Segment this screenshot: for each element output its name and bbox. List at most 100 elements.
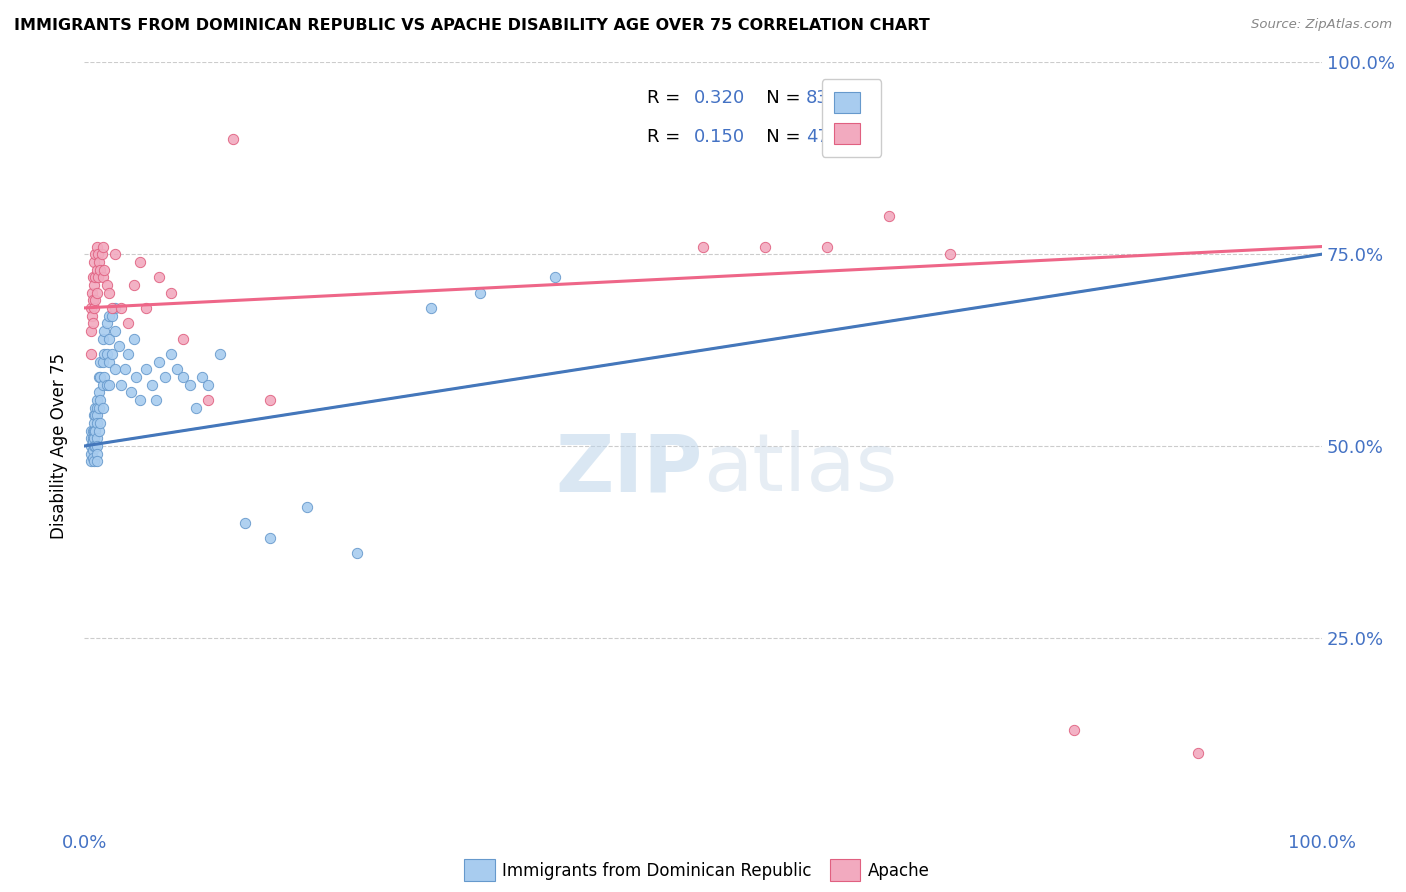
Point bbox=[91, 377, 114, 392]
Point bbox=[84, 293, 107, 308]
Point bbox=[145, 392, 167, 407]
Point bbox=[419, 301, 441, 315]
Point bbox=[179, 377, 201, 392]
Point bbox=[754, 239, 776, 253]
Point bbox=[172, 332, 194, 346]
Point bbox=[80, 309, 103, 323]
Point bbox=[110, 301, 132, 315]
Point bbox=[83, 431, 105, 445]
Point bbox=[86, 447, 108, 461]
Point bbox=[877, 209, 900, 223]
Point bbox=[295, 500, 318, 515]
Point bbox=[86, 392, 108, 407]
Point bbox=[91, 270, 114, 285]
Point bbox=[191, 370, 214, 384]
Point bbox=[89, 424, 111, 438]
Point bbox=[91, 239, 114, 253]
Point bbox=[89, 370, 111, 384]
Point bbox=[84, 439, 107, 453]
Point bbox=[692, 239, 714, 253]
Point bbox=[79, 347, 101, 361]
Point bbox=[82, 442, 104, 457]
Point bbox=[83, 301, 105, 315]
Point bbox=[104, 362, 127, 376]
Point bbox=[79, 301, 101, 315]
Point bbox=[91, 354, 114, 368]
Point bbox=[83, 277, 105, 292]
Point bbox=[148, 354, 170, 368]
Text: R =: R = bbox=[647, 89, 686, 107]
Legend: , : , bbox=[821, 79, 882, 157]
Text: R =: R = bbox=[647, 128, 686, 145]
Point bbox=[93, 262, 115, 277]
Point bbox=[259, 531, 281, 545]
Point bbox=[209, 347, 232, 361]
Point bbox=[79, 454, 101, 468]
Point bbox=[84, 424, 107, 438]
Text: atlas: atlas bbox=[703, 430, 897, 508]
Point bbox=[122, 332, 145, 346]
Point bbox=[86, 262, 108, 277]
Point bbox=[197, 392, 219, 407]
Point bbox=[148, 270, 170, 285]
Point bbox=[89, 416, 111, 430]
Point bbox=[96, 316, 118, 330]
Point bbox=[98, 285, 121, 300]
Point bbox=[91, 332, 114, 346]
Point bbox=[114, 362, 136, 376]
Point bbox=[84, 409, 107, 423]
Point bbox=[104, 301, 127, 315]
Point bbox=[96, 277, 118, 292]
Point bbox=[104, 324, 127, 338]
Point bbox=[104, 247, 127, 261]
Point bbox=[1063, 723, 1085, 737]
Point bbox=[543, 270, 565, 285]
Point bbox=[82, 270, 104, 285]
Point bbox=[117, 316, 139, 330]
Point bbox=[82, 293, 104, 308]
Point bbox=[96, 347, 118, 361]
Point bbox=[166, 362, 188, 376]
Point bbox=[84, 401, 107, 415]
Point bbox=[100, 309, 122, 323]
Point bbox=[89, 255, 111, 269]
Point bbox=[87, 247, 110, 261]
Point bbox=[83, 454, 105, 468]
Point bbox=[86, 431, 108, 445]
Point bbox=[86, 239, 108, 253]
Point bbox=[82, 450, 104, 465]
Point bbox=[125, 370, 148, 384]
Text: Source: ZipAtlas.com: Source: ZipAtlas.com bbox=[1251, 18, 1392, 31]
Point bbox=[86, 401, 108, 415]
Y-axis label: Disability Age Over 75: Disability Age Over 75 bbox=[51, 353, 69, 539]
Point bbox=[93, 324, 115, 338]
Point bbox=[129, 255, 152, 269]
Point bbox=[197, 377, 219, 392]
Point bbox=[98, 354, 121, 368]
Point bbox=[90, 247, 112, 261]
Point bbox=[129, 392, 152, 407]
Point bbox=[86, 439, 108, 453]
Point bbox=[122, 277, 145, 292]
Point bbox=[233, 516, 256, 530]
Point bbox=[141, 377, 163, 392]
Point bbox=[83, 255, 105, 269]
Point bbox=[83, 424, 105, 438]
Point bbox=[79, 431, 101, 445]
Point bbox=[100, 347, 122, 361]
Point bbox=[82, 435, 104, 450]
Point bbox=[89, 370, 111, 384]
Point bbox=[82, 424, 104, 438]
Point bbox=[1187, 746, 1209, 760]
Point bbox=[160, 347, 183, 361]
Point bbox=[96, 377, 118, 392]
Point bbox=[89, 401, 111, 415]
Point bbox=[93, 370, 115, 384]
Text: 0.320: 0.320 bbox=[695, 89, 745, 107]
Point bbox=[939, 247, 962, 261]
Point bbox=[108, 339, 131, 353]
Point bbox=[79, 424, 101, 438]
Point bbox=[83, 416, 105, 430]
Point bbox=[153, 370, 176, 384]
Text: Apache: Apache bbox=[868, 862, 929, 880]
